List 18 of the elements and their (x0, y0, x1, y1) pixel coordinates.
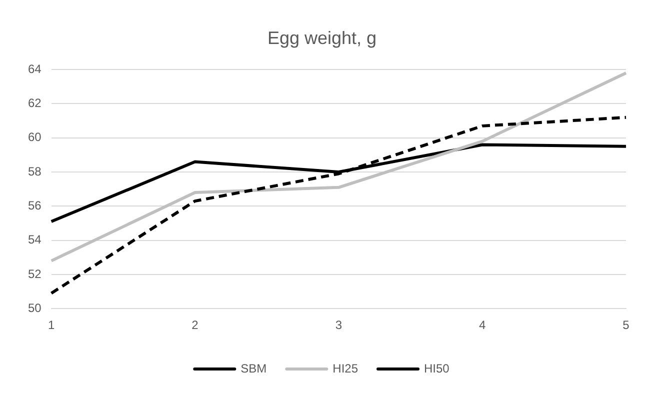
x-tick-label: 4 (478, 318, 486, 332)
y-tick-label: 54 (28, 232, 42, 247)
legend-label: HI25 (332, 361, 358, 376)
legend-label: HI50 (424, 361, 450, 376)
y-tick-label: 56 (28, 198, 42, 212)
y-tick-label: 58 (28, 164, 42, 178)
x-tick-label: 2 (192, 318, 199, 332)
x-tick-label: 1 (48, 318, 56, 332)
y-tick-label: 62 (28, 96, 42, 110)
y-tick-label: 60 (28, 130, 42, 144)
y-tick-label: 64 (28, 62, 42, 76)
y-tick-label: 52 (28, 266, 42, 281)
y-tick-label: 50 (28, 300, 42, 315)
chart-title: Egg weight, g (267, 28, 377, 48)
x-tick-label: 5 (622, 318, 630, 332)
x-tick-label: 3 (335, 318, 342, 332)
line-series (50, 116, 628, 295)
legend-label: SBM (240, 361, 267, 376)
